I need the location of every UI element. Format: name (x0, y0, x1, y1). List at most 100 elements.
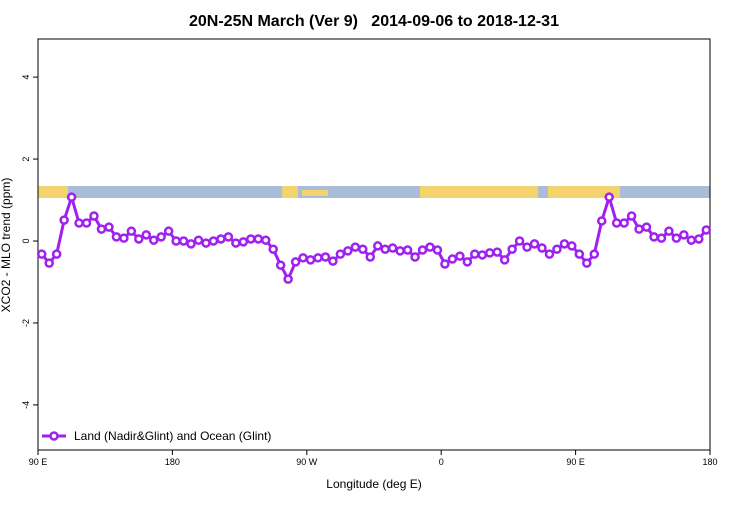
point (89, 211, 99, 221)
point (178, 236, 189, 246)
point (544, 249, 555, 259)
point (171, 236, 181, 246)
point (193, 235, 204, 245)
point (522, 242, 532, 252)
x-tick-label: 90 E (29, 457, 48, 467)
y-tick-label: 2 (21, 157, 31, 162)
point (320, 252, 331, 262)
point (156, 232, 166, 242)
point (686, 235, 697, 245)
x-axis-label: Longitude (deg E) (326, 477, 421, 491)
point (51, 249, 62, 259)
x-tick-label: 0 (439, 457, 444, 467)
point (514, 236, 525, 246)
point (201, 238, 211, 248)
y-tick-label: 0 (21, 239, 31, 244)
point (455, 251, 465, 261)
point (148, 235, 159, 245)
point (484, 248, 495, 258)
point (574, 249, 585, 259)
y-tick-label: -2 (21, 319, 31, 327)
point (238, 237, 249, 247)
point (596, 216, 607, 226)
point (74, 218, 84, 228)
plot-frame (37, 38, 711, 451)
point (59, 215, 69, 225)
point (343, 246, 353, 256)
point (462, 257, 473, 267)
legend-marker (49, 431, 59, 441)
point (641, 222, 652, 232)
point (246, 234, 256, 244)
point (253, 234, 264, 244)
point (671, 233, 682, 243)
x-tick-label: 90 E (566, 457, 585, 467)
x-tick-label: 90 W (296, 457, 318, 467)
point (119, 233, 129, 243)
point (335, 249, 346, 259)
point (582, 258, 592, 268)
point (380, 244, 390, 254)
point (141, 230, 152, 240)
point (231, 238, 241, 248)
point (163, 226, 174, 236)
point (111, 232, 122, 242)
point (260, 235, 271, 245)
point (104, 222, 114, 232)
point (701, 225, 712, 235)
point (372, 241, 383, 251)
point (223, 232, 234, 242)
point (275, 260, 286, 270)
point (656, 233, 667, 243)
point (268, 244, 278, 254)
point (634, 224, 644, 234)
point (305, 255, 316, 265)
x-tick-label: 180 (702, 457, 717, 467)
point (395, 246, 405, 256)
point (216, 234, 226, 244)
point (298, 253, 308, 263)
point (81, 218, 92, 228)
point (440, 259, 450, 269)
point (208, 236, 219, 246)
point (283, 274, 293, 284)
point (559, 239, 570, 249)
point (604, 192, 614, 202)
point (425, 242, 435, 252)
point (694, 234, 704, 244)
point (552, 244, 562, 254)
point (134, 234, 144, 244)
point (402, 245, 413, 255)
point (350, 242, 361, 252)
point (529, 239, 540, 249)
point (417, 245, 428, 255)
x-tick-label: 180 (165, 457, 180, 467)
point (358, 244, 368, 254)
point (649, 232, 659, 242)
point (499, 255, 510, 265)
point (387, 243, 398, 253)
point (66, 192, 77, 202)
point (567, 241, 577, 251)
point (589, 249, 600, 259)
point (664, 226, 674, 236)
point (470, 249, 480, 259)
point (679, 230, 689, 240)
point (477, 250, 488, 260)
y-tick-label: 4 (21, 75, 31, 80)
point (328, 256, 338, 266)
y-axis-label: XCO2 - MLO trend (ppm) (0, 178, 13, 313)
point (290, 257, 301, 267)
point (410, 252, 420, 262)
point (611, 218, 622, 228)
map-strip (38, 186, 710, 198)
point (507, 244, 517, 254)
legend-label: Land (Nadir&Glint) and Ocean (Glint) (74, 429, 271, 443)
chart-title: 20N-25N March (Ver 9) 2014-09-06 to 2018… (189, 13, 559, 30)
point (126, 226, 137, 236)
point (44, 258, 54, 268)
point (432, 245, 443, 255)
point (626, 211, 637, 221)
point (537, 243, 547, 253)
